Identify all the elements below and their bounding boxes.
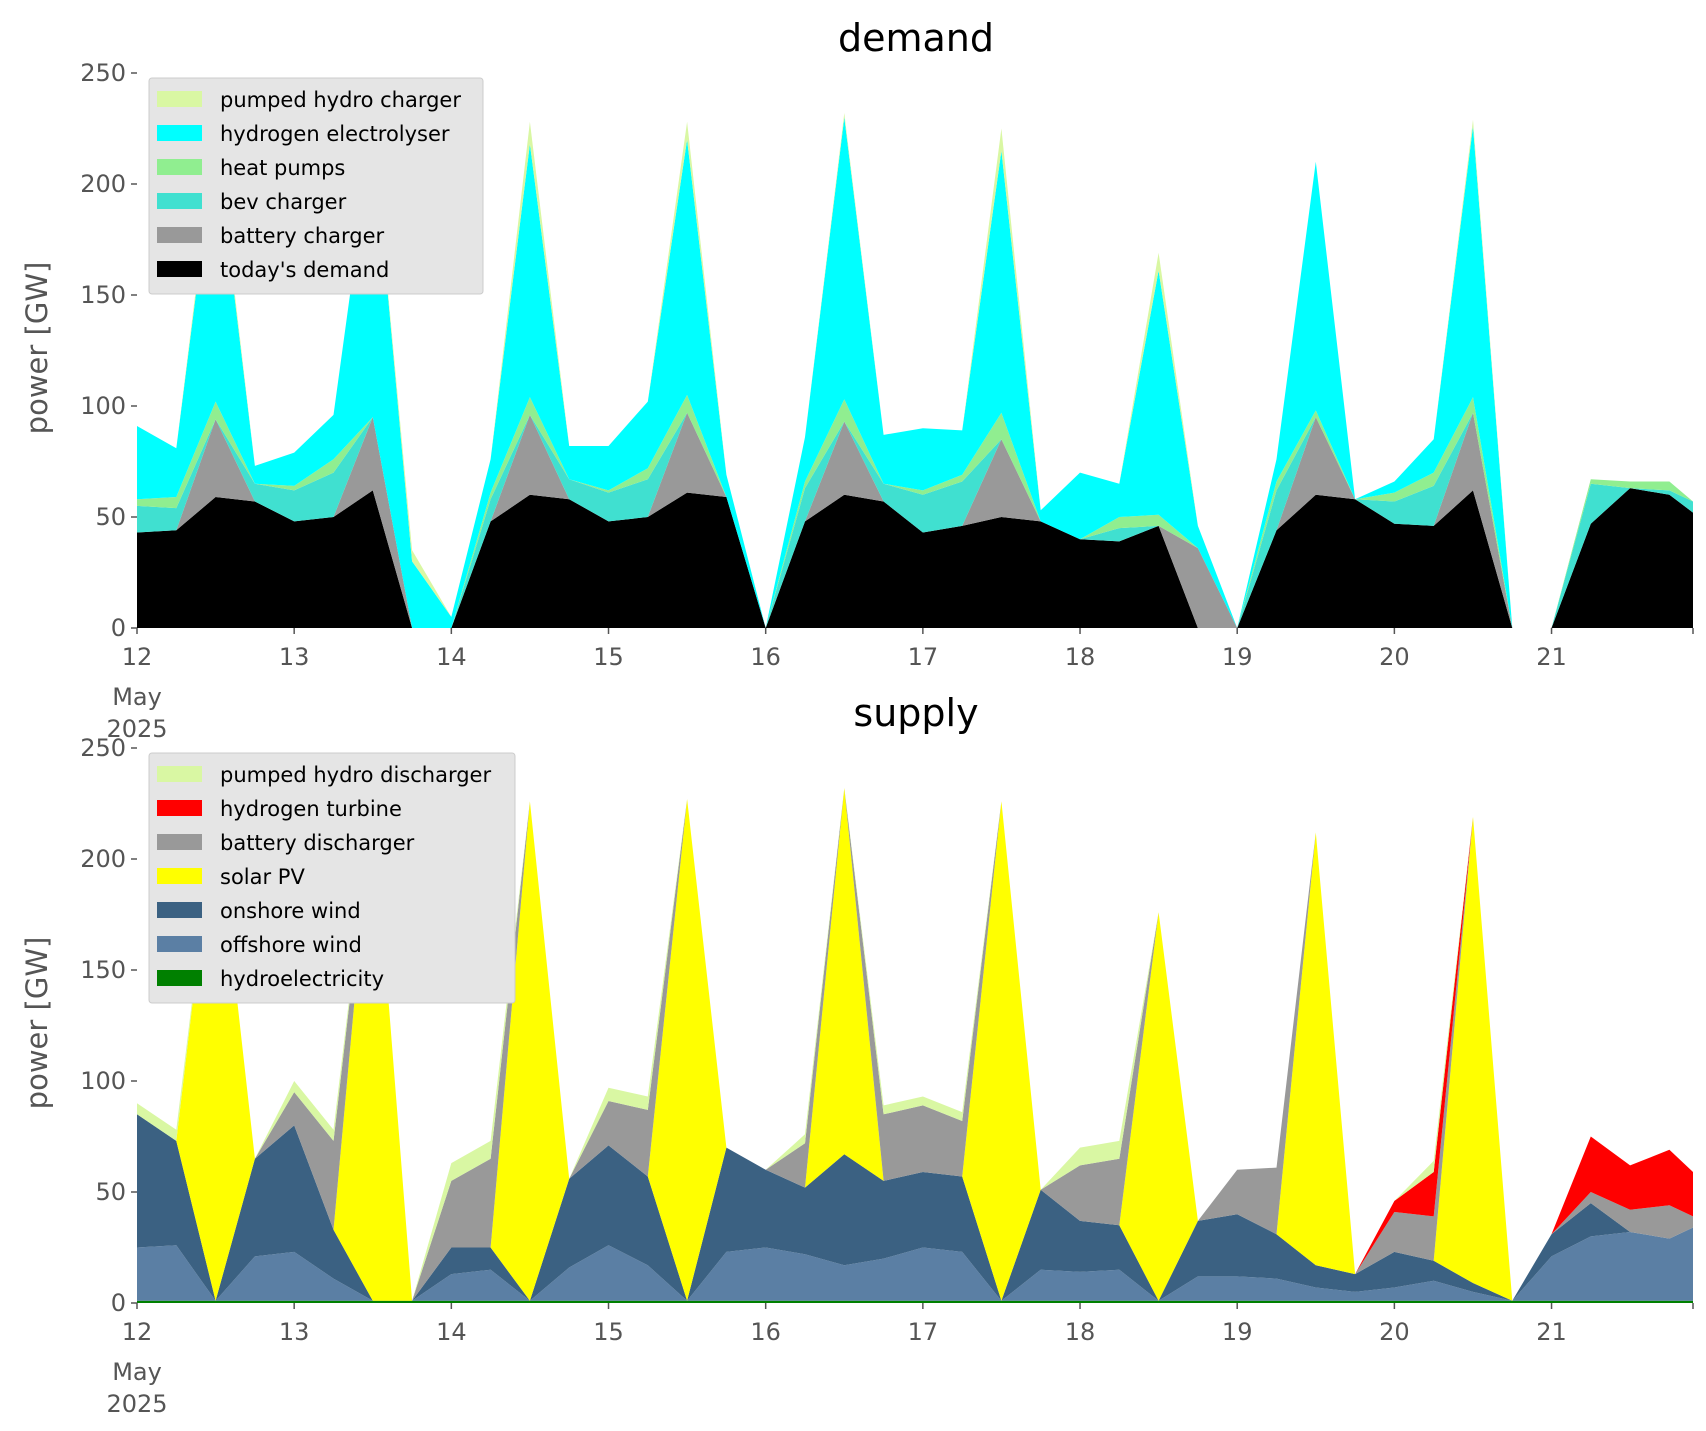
y-tick-label: 200 bbox=[80, 845, 126, 873]
x-tick-label: 13 bbox=[279, 1318, 310, 1346]
legend: pumped hydro discharger hydrogen turbine b… bbox=[148, 752, 516, 1004]
supply-chart: supply power [GW] 0 50 100 150 200 250 May 20… bbox=[20, 691, 1694, 1418]
area-onshore-wind bbox=[137, 1114, 1693, 1301]
legend-swatch-pumped-hydro-charger bbox=[157, 91, 202, 107]
legend-label-onshore-wind: onshore wind bbox=[220, 899, 361, 923]
legend-label-battery-charger: battery charger bbox=[220, 224, 385, 248]
legend: pumped hydro charger hydrogen electrolyse… bbox=[148, 77, 484, 295]
legend-swatch-heat-pumps bbox=[157, 159, 202, 175]
legend-swatch-today-s-demand bbox=[157, 261, 202, 277]
y-tick-label: 150 bbox=[80, 281, 126, 309]
chart-title: demand bbox=[838, 16, 994, 60]
x-tick-label: 19 bbox=[1222, 643, 1253, 671]
legend-label-heat-pumps: heat pumps bbox=[220, 156, 345, 180]
y-tick-label: 50 bbox=[95, 1178, 126, 1206]
legend-box bbox=[148, 752, 516, 1004]
y-tick-label: 100 bbox=[80, 1067, 126, 1095]
y-axis: 0 50 100 150 200 250 bbox=[80, 734, 137, 1317]
legend-swatch-hydrogen-electrolyser bbox=[157, 125, 202, 141]
y-tick-label: 100 bbox=[80, 392, 126, 420]
legend-label-solar-pv: solar PV bbox=[220, 865, 305, 889]
area-solar-pv bbox=[137, 788, 1693, 1301]
x-tick-label: 17 bbox=[908, 1318, 939, 1346]
x-tick-label: 20 bbox=[1379, 1318, 1410, 1346]
x-tick-sublabel-month: May bbox=[112, 1358, 162, 1386]
legend-swatch-solar-pv bbox=[157, 868, 202, 884]
legend-box bbox=[148, 77, 484, 295]
x-tick-label: 18 bbox=[1065, 1318, 1096, 1346]
legend-swatch-offshore-wind bbox=[157, 936, 202, 952]
x-tick-sublabel-year: 2025 bbox=[106, 715, 167, 743]
legend-swatch-hydrogen-turbine bbox=[157, 800, 202, 816]
x-tick-label: 18 bbox=[1065, 643, 1096, 671]
x-axis: May 2025 12 13 14 15 16 17 18 19 20 21 bbox=[106, 1303, 1694, 1418]
stacked-areas bbox=[137, 788, 1693, 1303]
y-tick-label: 250 bbox=[80, 734, 126, 762]
y-tick-label: 250 bbox=[80, 59, 126, 87]
y-tick-label: 0 bbox=[111, 614, 126, 642]
area-offshore-wind bbox=[137, 1227, 1693, 1301]
x-tick-sublabel-year: 2025 bbox=[106, 1390, 167, 1418]
x-tick-label: 15 bbox=[593, 643, 624, 671]
x-tick-label: 12 bbox=[122, 1318, 153, 1346]
area-bev-charger bbox=[137, 412, 1693, 628]
x-tick-label: 17 bbox=[908, 643, 939, 671]
x-tick-label: 19 bbox=[1222, 1318, 1253, 1346]
legend-label-hydrogen-turbine: hydrogen turbine bbox=[220, 797, 402, 821]
area-hydroelectricity bbox=[137, 1300, 1693, 1303]
y-tick-label: 200 bbox=[80, 170, 126, 198]
y-tick-label: 0 bbox=[111, 1289, 126, 1317]
legend-label-bev-charger: bev charger bbox=[220, 190, 347, 214]
x-tick-sublabel-month: May bbox=[112, 683, 162, 711]
x-tick-label: 14 bbox=[436, 1318, 467, 1346]
legend-swatch-bev-charger bbox=[157, 193, 202, 209]
legend-label-pumped-hydro-charger: pumped hydro charger bbox=[220, 88, 461, 112]
legend-swatch-battery-discharger bbox=[157, 834, 202, 850]
legend-label-pumped-hydro-discharger: pumped hydro discharger bbox=[220, 763, 491, 787]
x-tick-label: 21 bbox=[1536, 1318, 1567, 1346]
x-tick-label: 14 bbox=[436, 643, 467, 671]
area-hydrogen-electrolyser bbox=[137, 117, 1693, 629]
area-battery-charger bbox=[137, 412, 1693, 628]
legend-label-today-s-demand: today's demand bbox=[220, 258, 389, 282]
x-tick-label: 15 bbox=[593, 1318, 624, 1346]
legend-label-hydroelectricity: hydroelectricity bbox=[220, 967, 384, 991]
x-tick-label: 13 bbox=[279, 643, 310, 671]
y-axis-label: power [GW] bbox=[20, 937, 54, 1110]
y-axis-label: power [GW] bbox=[20, 262, 54, 435]
x-tick-label: 16 bbox=[750, 643, 781, 671]
y-tick-label: 150 bbox=[80, 956, 126, 984]
stacked-areas bbox=[137, 113, 1693, 629]
x-tick-label: 16 bbox=[750, 1318, 781, 1346]
legend-swatch-hydroelectricity bbox=[157, 970, 202, 986]
area-today-s-demand bbox=[137, 488, 1693, 628]
x-tick-label: 21 bbox=[1536, 643, 1567, 671]
x-axis: May 2025 12 13 14 15 16 17 18 19 20 21 bbox=[106, 628, 1694, 743]
legend-swatch-battery-charger bbox=[157, 227, 202, 243]
x-tick-label: 12 bbox=[122, 643, 153, 671]
legend-label-hydrogen-electrolyser: hydrogen electrolyser bbox=[220, 122, 450, 146]
legend-swatch-onshore-wind bbox=[157, 902, 202, 918]
y-axis: 0 50 100 150 200 250 bbox=[80, 59, 137, 642]
demand-chart: demand power [GW] 0 50 100 150 200 250 May 20… bbox=[20, 16, 1694, 743]
chart-title: supply bbox=[853, 691, 978, 735]
legend-swatch-pumped-hydro-discharger bbox=[157, 766, 202, 782]
x-tick-label: 20 bbox=[1379, 643, 1410, 671]
y-tick-label: 50 bbox=[95, 503, 126, 531]
legend-label-battery-discharger: battery discharger bbox=[220, 831, 415, 855]
legend-label-offshore-wind: offshore wind bbox=[220, 933, 362, 957]
